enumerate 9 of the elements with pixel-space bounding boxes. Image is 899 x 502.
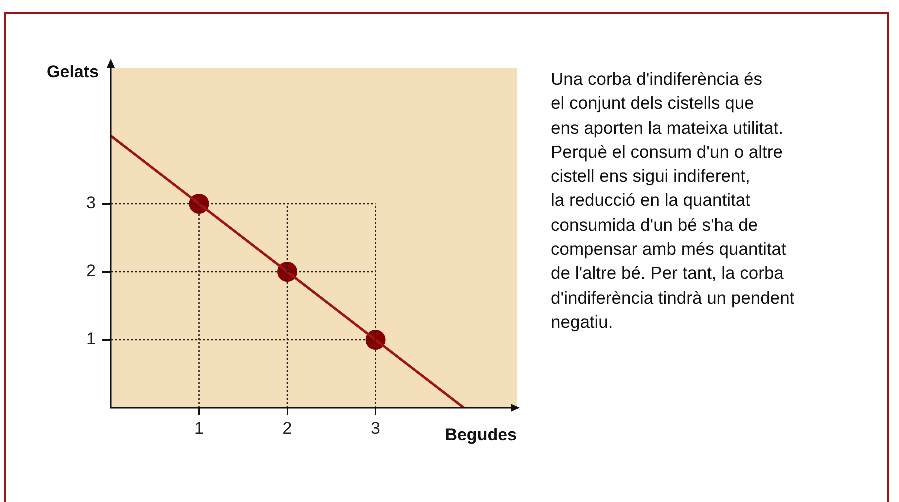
x-tick-label: 2 <box>282 418 292 438</box>
y-axis-title: Gelats <box>47 62 99 82</box>
y-tick-label: 1 <box>86 330 96 349</box>
y-tick-label: 2 <box>86 262 96 281</box>
text: Una corba d'indiferència és el conjunt dels cistells que ens aporten la mateixa utilitat. Perquè el consum d'un o altre cistell ens sigui indiferent, la reducció en la quantitat consumida d'un bé s'ha de compensar amb més quantitat de l'altre bé. Per tant, la corba d'indiferència tindrà un pendent negatiu. <box>551 69 795 332</box>
x-axis-title: Begudes <box>445 426 517 445</box>
y-tick-label: 3 <box>86 194 96 213</box>
x-tick-label: 3 <box>371 418 381 438</box>
x-tick-label: 1 <box>194 418 204 438</box>
